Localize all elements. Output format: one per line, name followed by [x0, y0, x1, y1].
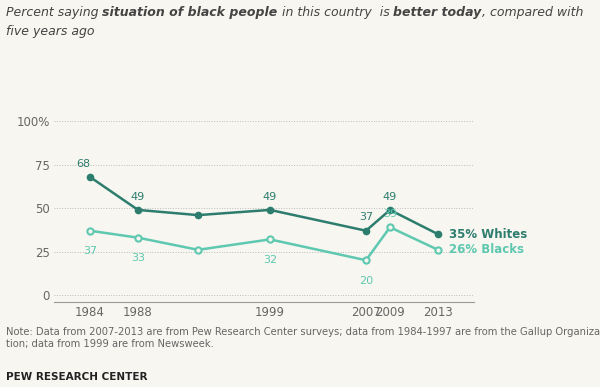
Text: better today: better today	[394, 6, 482, 19]
Text: 32: 32	[263, 255, 277, 265]
Text: 49: 49	[263, 192, 277, 202]
Text: Percent saying: Percent saying	[6, 6, 103, 19]
Text: in this country  is: in this country is	[278, 6, 394, 19]
Text: PEW RESEARCH CENTER: PEW RESEARCH CENTER	[6, 372, 148, 382]
Text: five years ago: five years ago	[6, 25, 95, 38]
Text: 39: 39	[383, 209, 397, 219]
Text: , compared with: , compared with	[482, 6, 583, 19]
Text: 37: 37	[359, 212, 373, 223]
Text: 37: 37	[83, 246, 97, 256]
Text: 68: 68	[76, 159, 90, 169]
Text: 33: 33	[131, 253, 145, 263]
Text: 49: 49	[131, 192, 145, 202]
Text: 35% Whites: 35% Whites	[449, 228, 527, 241]
Text: 49: 49	[383, 192, 397, 202]
Text: Note: Data from 2007-2013 are from Pew Research Center surveys; data from 1984-1: Note: Data from 2007-2013 are from Pew R…	[6, 327, 600, 349]
Text: situation of black people: situation of black people	[103, 6, 278, 19]
Text: 20: 20	[359, 276, 373, 286]
Text: 26% Blacks: 26% Blacks	[449, 243, 524, 256]
